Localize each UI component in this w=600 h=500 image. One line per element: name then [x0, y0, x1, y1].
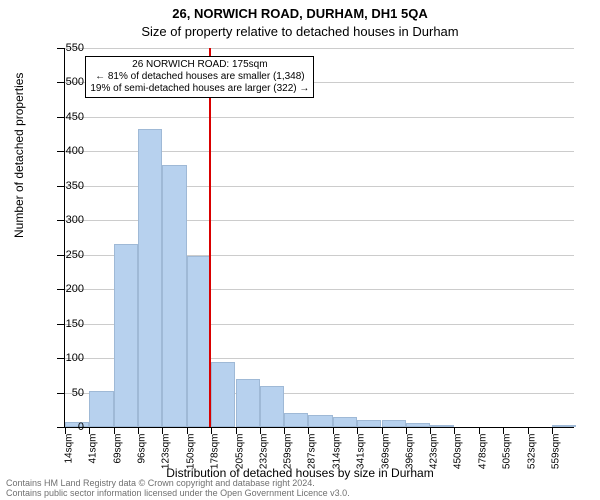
- histogram-bar: [284, 413, 308, 427]
- histogram-bar: [382, 420, 406, 427]
- histogram-bar: [333, 417, 357, 427]
- title-sub: Size of property relative to detached ho…: [0, 24, 600, 39]
- x-tick-label: 178sqm: [210, 434, 221, 470]
- x-tick-label: 314sqm: [331, 434, 342, 470]
- y-tick-label: 550: [44, 42, 84, 54]
- annotation-line1: 26 NORWICH ROAD: 175sqm: [90, 59, 309, 71]
- x-tick-label: 150sqm: [185, 434, 196, 470]
- y-tick-label: 300: [44, 214, 84, 226]
- histogram-bar: [89, 391, 113, 427]
- y-tick-label: 500: [44, 76, 84, 88]
- x-tick-label: 369sqm: [380, 434, 391, 470]
- histogram-bar: [406, 423, 430, 427]
- histogram-bar: [260, 386, 284, 427]
- y-tick-label: 350: [44, 180, 84, 192]
- x-tick-label: 96sqm: [136, 434, 147, 464]
- y-tick-label: 250: [44, 249, 84, 261]
- x-tick-label: 41sqm: [88, 434, 99, 464]
- x-tick-label: 259sqm: [282, 434, 293, 470]
- x-tick-label: 450sqm: [453, 434, 464, 470]
- x-tick-label: 123sqm: [161, 434, 172, 470]
- grid-line: [65, 48, 574, 49]
- annotation-line2: ← 81% of detached houses are smaller (1,…: [90, 71, 309, 83]
- histogram-bar: [236, 379, 260, 427]
- histogram-plot: 14sqm41sqm69sqm96sqm123sqm150sqm178sqm20…: [64, 48, 574, 428]
- x-tick-label: 559sqm: [551, 434, 562, 470]
- histogram-bar: [357, 420, 381, 427]
- histogram-bar: [211, 362, 235, 427]
- x-tick-label: 287sqm: [307, 434, 318, 470]
- x-tick-label: 341sqm: [356, 434, 367, 470]
- footer-attribution: Contains HM Land Registry data © Crown c…: [6, 479, 350, 499]
- x-tick-label: 478sqm: [477, 434, 488, 470]
- footer-line2: Contains public sector information licen…: [6, 489, 350, 499]
- y-tick-label: 0: [44, 421, 84, 433]
- y-axis-title: Number of detached properties: [12, 73, 26, 238]
- x-tick-label: 396sqm: [405, 434, 416, 470]
- histogram-bar: [114, 244, 138, 427]
- annotation-box: 26 NORWICH ROAD: 175sqm ← 81% of detache…: [85, 56, 314, 98]
- histogram-bar: [162, 165, 186, 427]
- y-tick-label: 400: [44, 145, 84, 157]
- x-tick-label: 505sqm: [502, 434, 513, 470]
- histogram-bar: [430, 425, 454, 427]
- reference-line: [209, 48, 211, 427]
- y-tick-label: 450: [44, 111, 84, 123]
- x-tick-label: 532sqm: [526, 434, 537, 470]
- histogram-bar: [552, 425, 576, 427]
- x-tick-label: 423sqm: [428, 434, 439, 470]
- y-tick-label: 150: [44, 318, 84, 330]
- y-tick-label: 200: [44, 283, 84, 295]
- y-tick-label: 100: [44, 352, 84, 364]
- x-tick-label: 205sqm: [234, 434, 245, 470]
- histogram-bar: [138, 129, 162, 427]
- grid-line: [65, 117, 574, 118]
- x-tick-label: 69sqm: [112, 434, 123, 464]
- x-tick-label: 14sqm: [64, 434, 75, 464]
- histogram-bar: [187, 256, 211, 427]
- x-tick-label: 232sqm: [258, 434, 269, 470]
- histogram-bar: [308, 415, 332, 427]
- title-main: 26, NORWICH ROAD, DURHAM, DH1 5QA: [0, 6, 600, 21]
- annotation-line3: 19% of semi-detached houses are larger (…: [90, 83, 309, 95]
- y-tick-label: 50: [44, 387, 84, 399]
